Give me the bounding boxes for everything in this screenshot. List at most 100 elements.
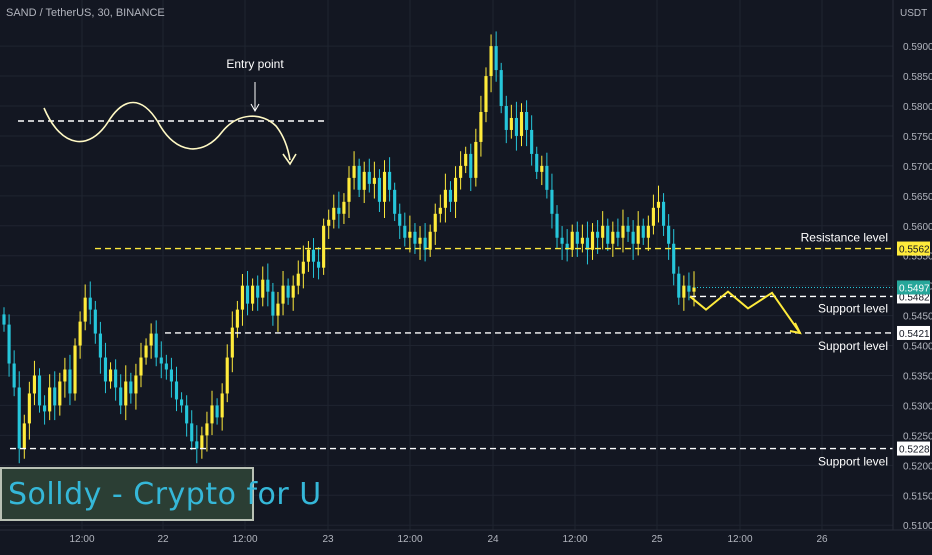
level-label: Resistance level <box>801 231 888 245</box>
y-tick-label: 0.5550 <box>903 252 932 263</box>
level-label: Support level <box>818 339 888 353</box>
candle-body <box>682 285 686 298</box>
entry-pointer-arrowhead <box>250 103 260 113</box>
candle-body <box>428 231 432 250</box>
candle-body <box>469 153 473 178</box>
entry-wave-arrowhead <box>282 153 297 166</box>
candle-body <box>535 153 539 172</box>
candle-body <box>12 363 16 388</box>
candle-body <box>611 231 615 244</box>
watermark-box: Solldy - Crypto for U <box>0 467 321 521</box>
candle-body <box>210 405 214 424</box>
candle-body <box>661 201 666 226</box>
candle-body <box>509 117 513 130</box>
symbol-title: SAND / TetherUS, 30, BINANCE <box>6 7 165 19</box>
candle-body <box>499 70 503 106</box>
level-price-tag-label: 0.5228 <box>899 445 930 456</box>
candle-body <box>388 171 392 190</box>
candle-body <box>88 297 92 310</box>
y-tick-label: 0.5250 <box>903 431 932 442</box>
level-lines: Resistance level Support level Support lev… <box>10 231 893 469</box>
candle-body <box>540 165 544 172</box>
candle-body <box>251 285 255 304</box>
candle-body <box>291 285 295 298</box>
candle-body <box>48 387 52 412</box>
candle-body <box>322 225 326 268</box>
candle-body <box>164 363 168 370</box>
candle-body <box>403 225 407 238</box>
candle-body <box>448 189 453 202</box>
candle-body <box>195 441 199 449</box>
candle-body <box>68 369 72 394</box>
candle-body <box>484 76 488 112</box>
candle-body <box>316 261 321 268</box>
candle-body <box>134 375 138 394</box>
candle-body <box>108 369 113 382</box>
candle-body <box>240 285 245 310</box>
y-tick-label: 0.5750 <box>903 132 932 143</box>
candle-body <box>656 201 661 208</box>
x-tick-label: 12:00 <box>562 534 587 545</box>
candle-body <box>185 405 189 424</box>
candle-body <box>93 309 97 334</box>
level-label: Support level <box>818 455 888 469</box>
projection-arrowhead <box>789 322 802 335</box>
candle-body <box>575 231 579 244</box>
candle-body <box>83 297 87 322</box>
price-axis[interactable]: 0.5100 0.5150 0.5200 0.5250 0.5300 0.5350 0.54… <box>903 42 932 532</box>
watermark-text: Solldy - Crypto for U <box>8 476 322 512</box>
candle-body <box>174 381 179 400</box>
y-tick-label: 0.5850 <box>903 72 932 83</box>
candle-body <box>565 243 569 250</box>
candle-body <box>519 111 524 136</box>
y-tick-label: 0.5150 <box>903 491 932 502</box>
candle-body <box>281 285 285 304</box>
candle-body <box>311 249 316 262</box>
candle-body <box>479 111 483 142</box>
candle-body <box>327 219 331 226</box>
candle-body <box>464 153 468 166</box>
y-tick-label: 0.5100 <box>903 521 932 532</box>
candle-body <box>398 213 402 226</box>
candle-body <box>225 357 229 394</box>
entry-wave <box>43 101 291 161</box>
candle-body <box>154 333 158 358</box>
candle-body <box>596 231 600 238</box>
candle-body <box>301 261 305 274</box>
y-tick-label: 0.5350 <box>903 371 932 382</box>
x-tick-label: 23 <box>322 534 334 545</box>
candle-body <box>276 303 280 316</box>
candle-body <box>692 287 696 292</box>
x-tick-label: 12:00 <box>727 534 752 545</box>
candle-body <box>235 309 239 328</box>
candle-body <box>337 207 341 214</box>
candle-body <box>626 225 630 232</box>
candle-body <box>367 171 371 184</box>
candle-body <box>220 393 224 418</box>
candle-body <box>332 207 336 220</box>
candle-body <box>256 285 260 298</box>
candle-body <box>169 369 173 382</box>
candle-body <box>489 46 493 77</box>
x-tick-label: 12:00 <box>397 534 422 545</box>
y-tick-label: 0.5200 <box>903 461 932 472</box>
candle-body <box>296 273 300 286</box>
time-axis[interactable]: 12:00 22 12:00 23 12:00 24 12:00 25 12:00 26 <box>69 534 828 545</box>
candle-body <box>352 165 356 178</box>
candle-body <box>144 345 148 358</box>
candle-body <box>393 189 397 214</box>
level-price-tag-label: 0.5421 <box>899 329 930 340</box>
candle-body <box>27 393 31 424</box>
candle-body <box>443 189 447 208</box>
currency-label: USDT <box>900 8 927 19</box>
candle-body <box>636 225 640 244</box>
candle-body <box>286 285 290 298</box>
y-tick-label: 0.5600 <box>903 222 932 233</box>
candle-body <box>494 46 498 71</box>
x-tick-label: 25 <box>651 534 663 545</box>
candle-body <box>514 117 518 136</box>
candle-body <box>672 243 676 274</box>
